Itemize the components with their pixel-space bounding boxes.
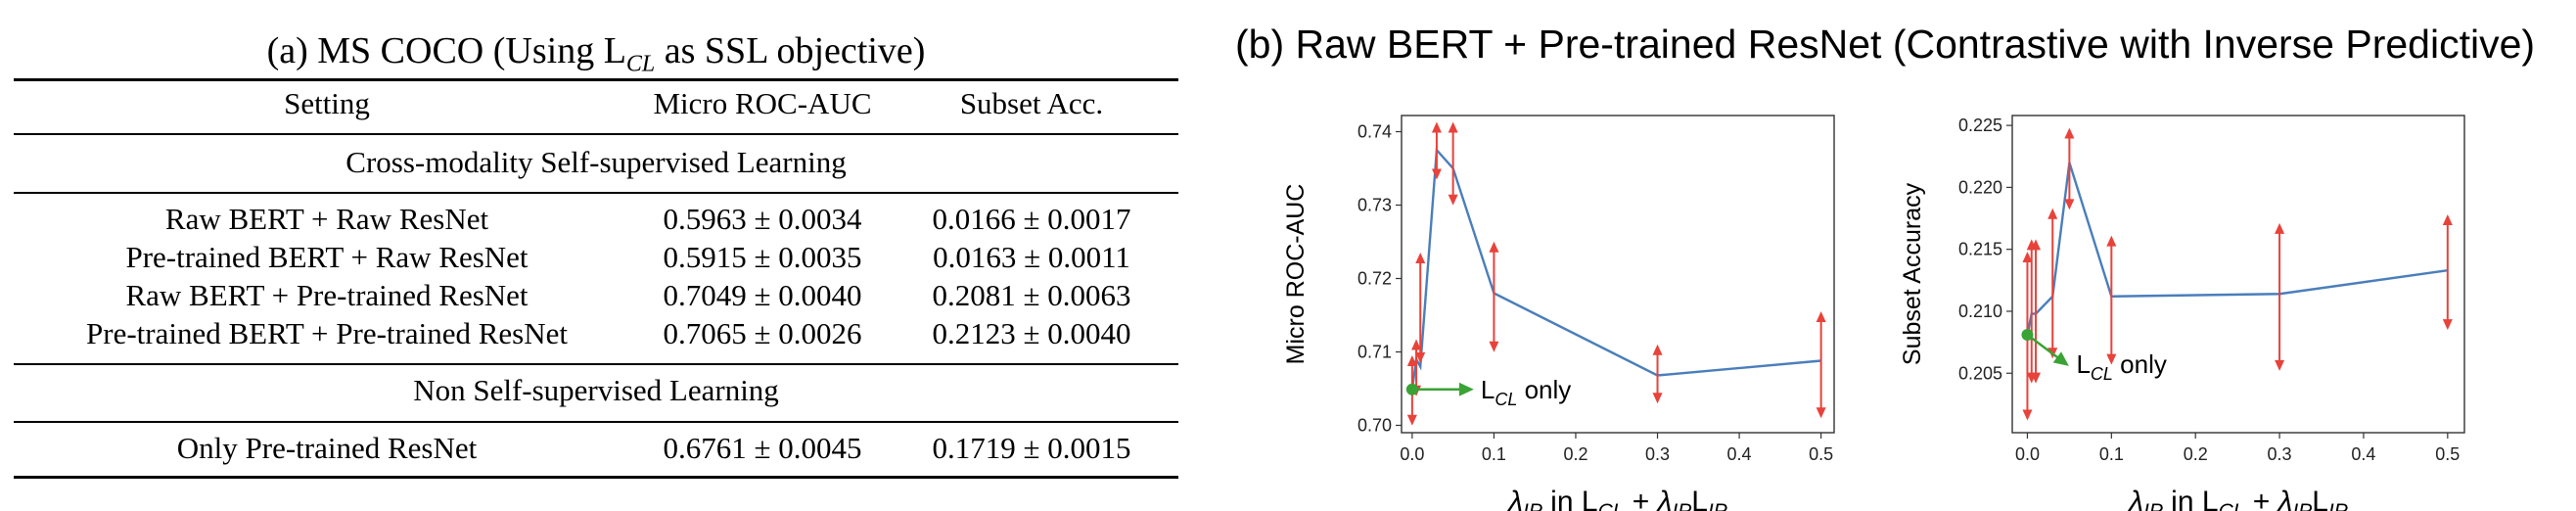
row-setting: Pre-trained BERT + Raw ResNet [125, 240, 529, 274]
error-bar-cap-bottom [1448, 194, 1458, 206]
x-axis-label: λIP in LCL + λIPLIP [2127, 486, 2348, 511]
row-auc: 0.7049 ± 0.0040 [663, 278, 862, 312]
row-acc: 0.1719 ± 0.0015 [932, 431, 1131, 465]
x-tick-label: 0.2 [1563, 444, 1587, 464]
roc-auc-chart: 0.0 0.1 0.2 0.3 0.4 0.5 0.70 0.71 0.72 0.73 0.74 Mi… [1282, 115, 1835, 511]
row-setting: Only Pre-trained ResNet [176, 431, 478, 465]
plot-frame [1401, 115, 1835, 434]
annotation-arrowhead [2052, 351, 2069, 366]
error-bar-cap-top [2047, 208, 2058, 219]
table-panel: (a) MS COCO (Using LCL as SSL objective)… [14, 25, 1178, 495]
y-tick-label: 0.73 [1357, 196, 1392, 215]
x-axis-label: λIP in LCL + λIPLIP [1506, 486, 1727, 511]
y-axis-label: Micro ROC-AUC [1282, 184, 1310, 365]
y-tick-label: 0.210 [1958, 302, 2002, 321]
error-bar-cap-top [1816, 311, 1826, 322]
error-bar-cap-bottom [2064, 199, 2075, 210]
error-bar-cap-top [1411, 339, 1422, 350]
y-tick-label: 0.70 [1357, 416, 1392, 436]
header-rule [14, 133, 1178, 135]
x-tick-label: 0.2 [2184, 444, 2208, 464]
row-acc: 0.0166 ± 0.0017 [932, 202, 1131, 236]
table-caption: (a) MS COCO (Using LCL as SSL objective) [266, 30, 926, 77]
x-tick-label: 0.0 [2015, 444, 2040, 464]
x-tick-label: 0.4 [2351, 444, 2375, 464]
x-tick-label: 0.5 [2435, 444, 2460, 464]
error-bar-cap-top [2106, 235, 2117, 247]
subset-accuracy-chart: 0.0 0.1 0.2 0.3 0.4 0.5 0.205 0.210 0.215 0.220 0.… [1899, 115, 2465, 511]
figure-caption: (b) Raw BERT + Pre-trained ResNet (Contr… [1235, 22, 2536, 67]
x-tick-label: 0.0 [1400, 444, 1424, 464]
y-tick-label: 0.220 [1958, 177, 2002, 197]
annotation-arrowhead [1458, 382, 1474, 396]
y-tick-label: 0.72 [1357, 269, 1392, 289]
section-rule [14, 192, 1178, 194]
annotation-text: LCL only [1481, 375, 1571, 409]
header-auc: Micro ROC-AUC [653, 86, 872, 120]
row-setting: Raw BERT + Pre-trained ResNet [125, 278, 529, 312]
error-bar-cap-top [2442, 214, 2453, 226]
error-bar-cap-bottom [1415, 352, 1426, 363]
x-tick-label: 0.3 [1645, 444, 1670, 464]
section-rule [14, 421, 1178, 423]
error-bar-cap-top [1652, 344, 1663, 355]
y-axis-label: Subset Accuracy [1899, 182, 1926, 365]
error-bar-cap-top [1448, 121, 1458, 133]
row-setting: Raw BERT + Raw ResNet [164, 202, 489, 236]
y-tick-label: 0.225 [1958, 116, 2002, 135]
error-bar-cap-top [1406, 355, 1417, 366]
row-auc: 0.6761 ± 0.0045 [663, 431, 862, 465]
top-rule [14, 78, 1178, 81]
row-acc: 0.2081 ± 0.0063 [932, 278, 1131, 312]
section-rule [14, 363, 1178, 365]
annotation-text: LCL only [2076, 349, 2166, 384]
row-acc: 0.2123 ± 0.0040 [932, 316, 1131, 350]
section-title-ssl: Cross-modality Self-supervised Learning [345, 145, 847, 179]
error-bar-cap-bottom [2031, 372, 2042, 384]
plot-frame [2011, 115, 2465, 434]
error-bar-cap-bottom [1816, 407, 1826, 419]
row-auc: 0.5963 ± 0.0034 [663, 202, 862, 236]
header-acc: Subset Acc. [959, 86, 1104, 120]
x-tick-label: 0.1 [1482, 444, 1506, 464]
error-bar-cap-bottom [2022, 409, 2033, 421]
row-auc: 0.7065 ± 0.0026 [663, 316, 862, 350]
error-bar-cap-bottom [1489, 341, 1499, 352]
error-bar-cap-bottom [1652, 393, 1663, 404]
error-bar-cap-bottom [2442, 319, 2453, 331]
y-tick-label: 0.71 [1357, 343, 1392, 362]
x-tick-label: 0.5 [1809, 444, 1833, 464]
series-line [2026, 162, 2448, 336]
error-bar-cap-top [2275, 222, 2285, 234]
y-tick-label: 0.205 [1958, 363, 2002, 383]
error-bar-cap-top [2064, 127, 2075, 139]
error-bar-cap-top [1489, 241, 1499, 253]
error-bar-cap-top [2031, 239, 2042, 251]
error-bar-cap-bottom [2106, 353, 2117, 365]
bottom-rule [14, 476, 1178, 479]
section-title-nonssl: Non Self-supervised Learning [413, 373, 779, 407]
error-bar-cap-bottom [1431, 168, 1442, 180]
y-tick-label: 0.74 [1357, 122, 1392, 142]
y-tick-label: 0.215 [1958, 240, 2002, 259]
error-bar-cap-top [2022, 252, 2033, 263]
header-setting: Setting [284, 86, 370, 120]
caption-subscript: CL [625, 51, 656, 77]
row-acc: 0.0163 ± 0.0011 [933, 240, 1130, 274]
error-bar-cap-bottom [2275, 359, 2285, 371]
x-tick-label: 0.4 [1727, 444, 1752, 464]
row-auc: 0.5915 ± 0.0035 [663, 240, 862, 274]
x-tick-label: 0.1 [2099, 444, 2124, 464]
error-bar-cap-bottom [1406, 414, 1417, 426]
row-setting: Pre-trained BERT + Pre-trained ResNet [86, 316, 568, 350]
series-line [1410, 147, 1821, 390]
error-bar-cap-top [1431, 121, 1442, 133]
error-bar-cap-top [1415, 253, 1426, 263]
x-tick-label: 0.3 [2268, 444, 2292, 464]
